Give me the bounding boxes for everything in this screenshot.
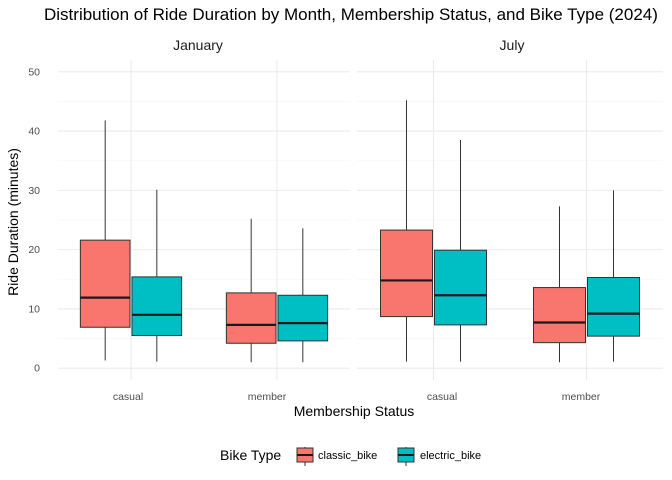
box-july-casual-classic-bike-iqr	[379, 229, 434, 318]
y-tick-label-30: 30	[28, 185, 40, 197]
y-tick-label-20: 20	[28, 244, 40, 256]
box-july-member-electric-bike-iqr	[587, 276, 641, 337]
box-january-member-classic-bike-iqr	[225, 292, 277, 344]
chart-title: Distribution of Ride Duration by Month, …	[44, 5, 658, 24]
x-axis-title: Membership Status	[294, 403, 415, 419]
y-axis-title: Ride Duration (minutes)	[5, 148, 21, 296]
box-july-casual-electric-bike-iqr	[434, 249, 488, 326]
legend-item-electric-bike: electric_bike	[397, 447, 481, 466]
x-tick-label-july-casual: casual	[427, 391, 457, 403]
panel-label-july: July	[500, 37, 525, 53]
x-tick-label-january-member: member	[248, 391, 287, 403]
grid-layer	[58, 60, 663, 380]
y-tick-label-10: 10	[28, 303, 40, 315]
box-january-casual-classic-bike-iqr	[79, 239, 131, 328]
legend: Bike Type classic_bike electric_bike	[220, 447, 481, 466]
x-tick-label-july-member: member	[562, 391, 601, 403]
y-tick-label-0: 0	[34, 363, 40, 375]
y-tick-label-40: 40	[28, 126, 40, 138]
box-july-member-classic-bike-iqr	[532, 287, 586, 344]
panel-label-january: January	[173, 37, 223, 53]
legend-item-classic-bike: classic_bike	[296, 447, 377, 466]
box-january-member-electric-bike-iqr	[277, 294, 329, 342]
tick-layer: 0 10 20 30 40 50	[28, 66, 40, 374]
y-tick-label-50: 50	[28, 66, 40, 78]
legend-label-classic-bike: classic_bike	[318, 450, 377, 462]
legend-title: Bike Type	[220, 447, 281, 463]
box-layer	[79, 100, 641, 363]
legend-label-electric-bike: electric_bike	[420, 450, 481, 462]
box-january-casual-electric-bike-iqr	[131, 276, 183, 337]
x-tick-label-january-casual: casual	[113, 391, 143, 403]
